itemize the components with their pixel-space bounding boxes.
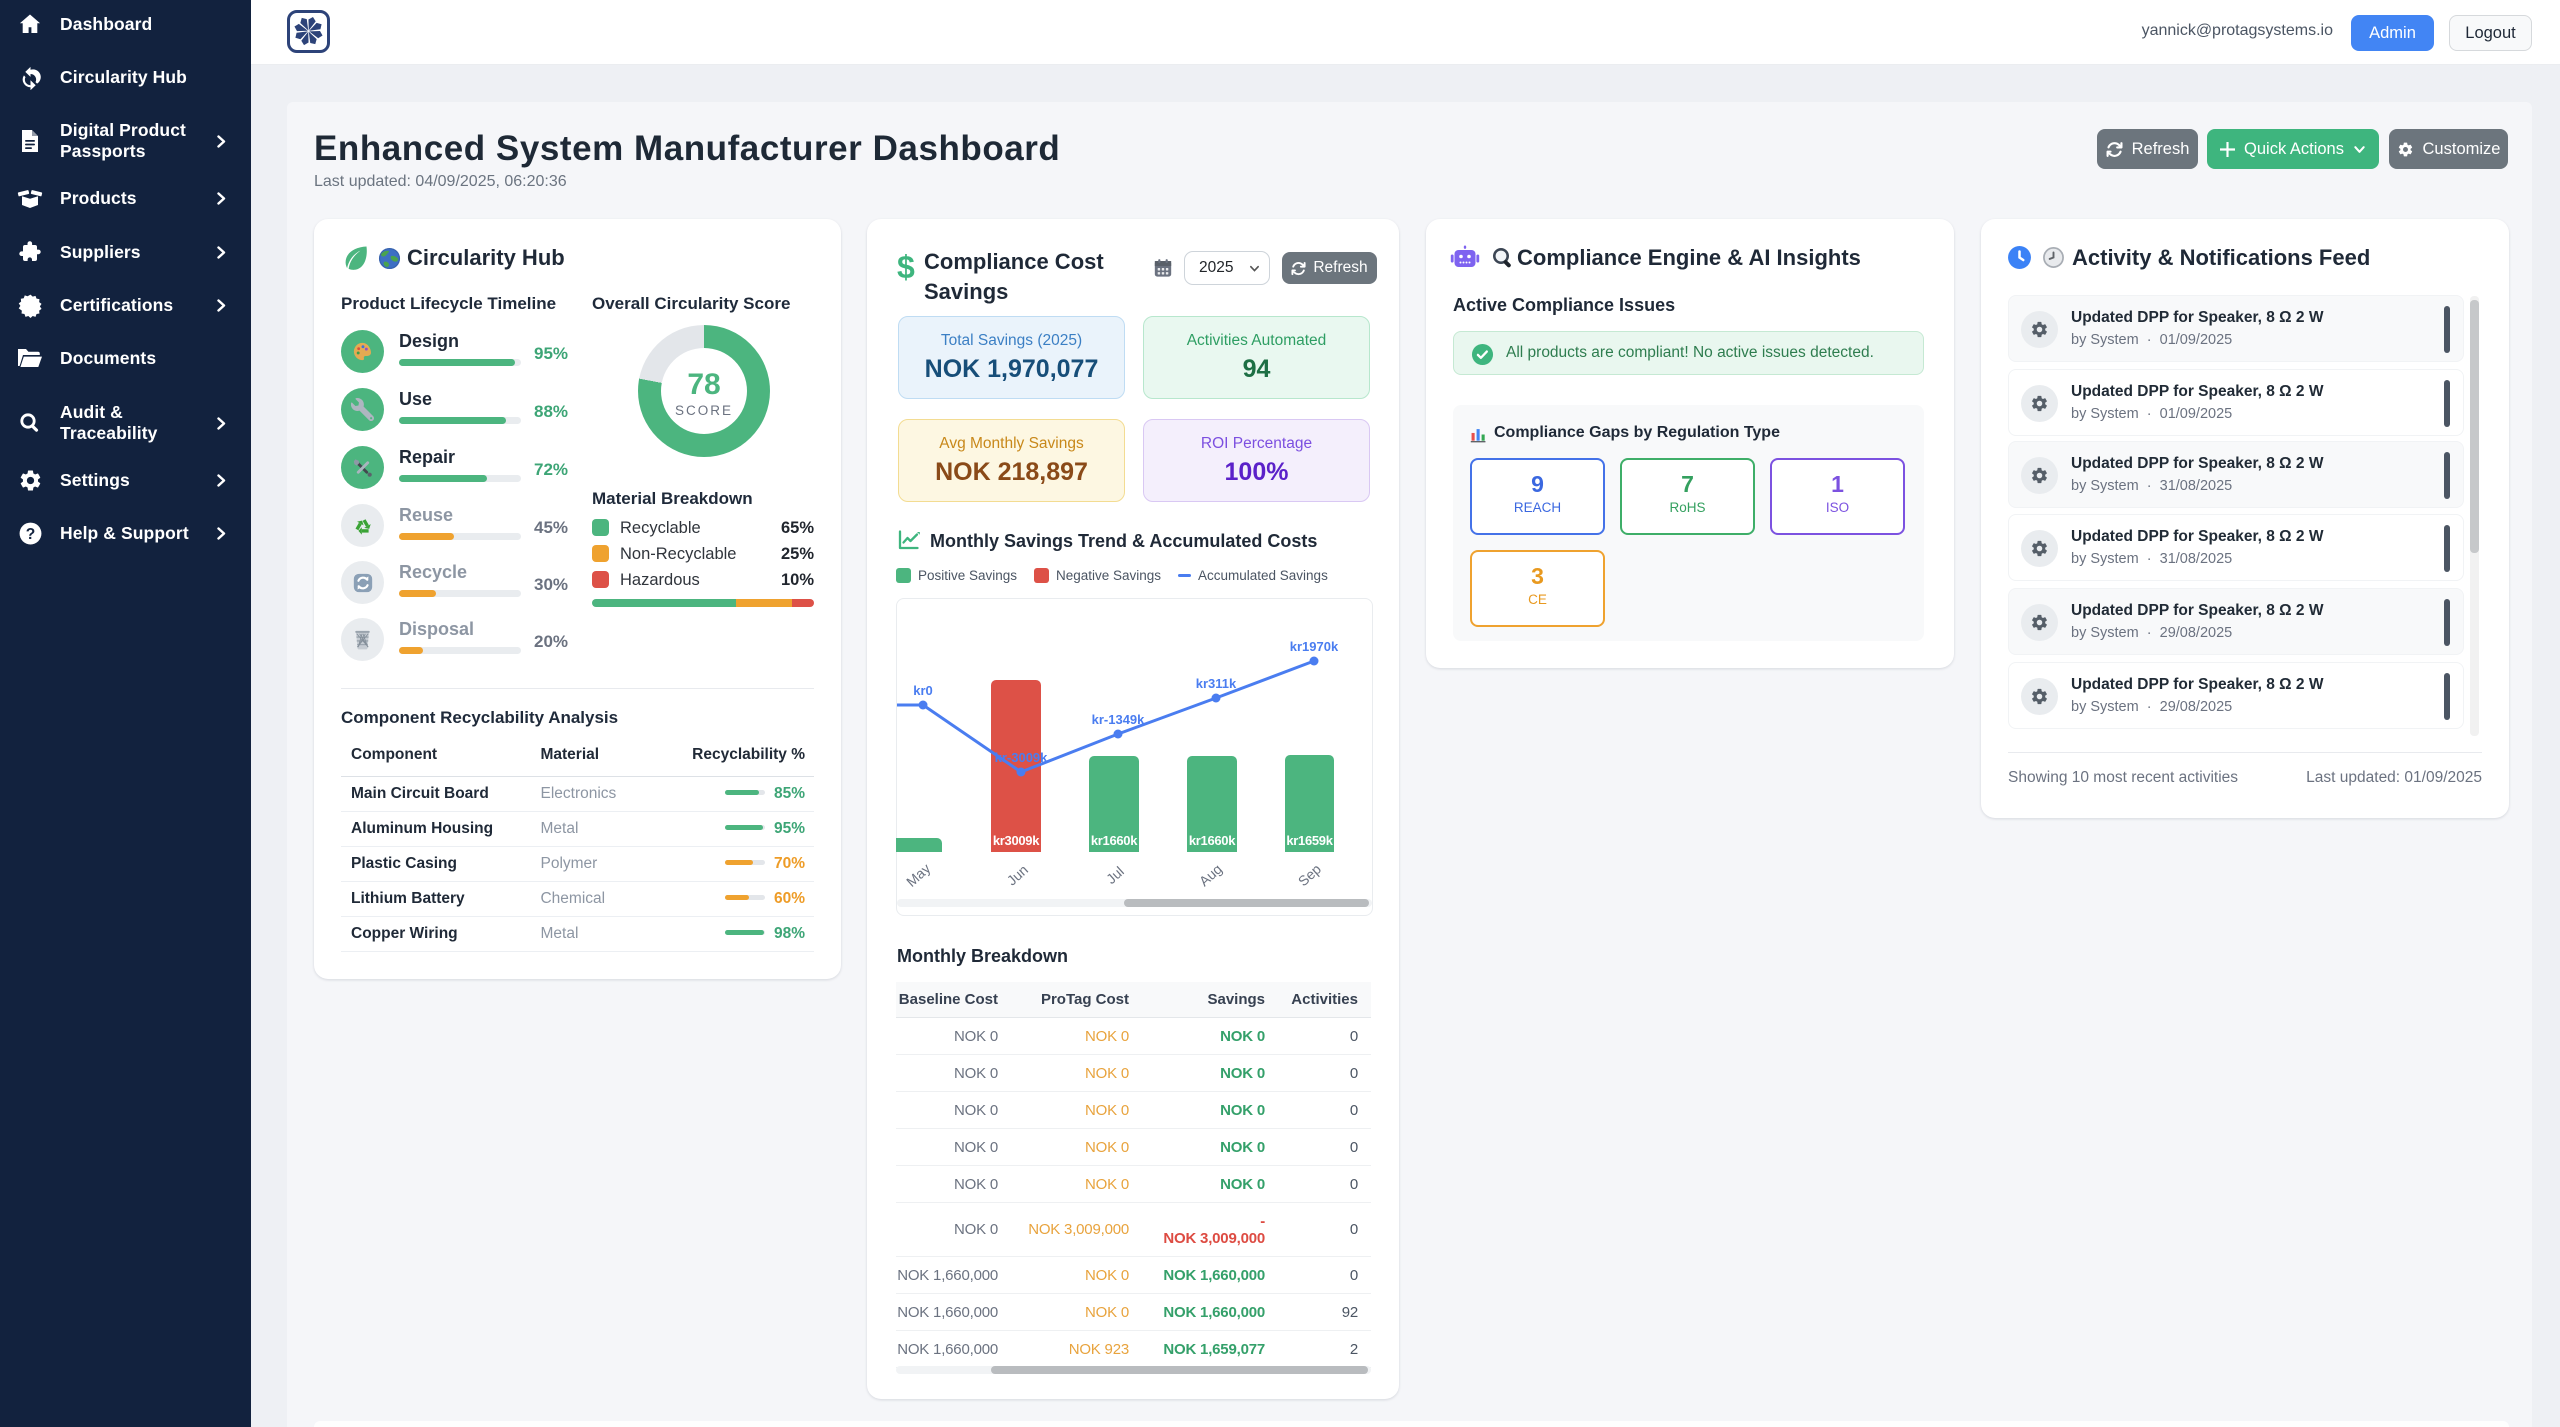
svg-text:?: ? (25, 525, 35, 542)
